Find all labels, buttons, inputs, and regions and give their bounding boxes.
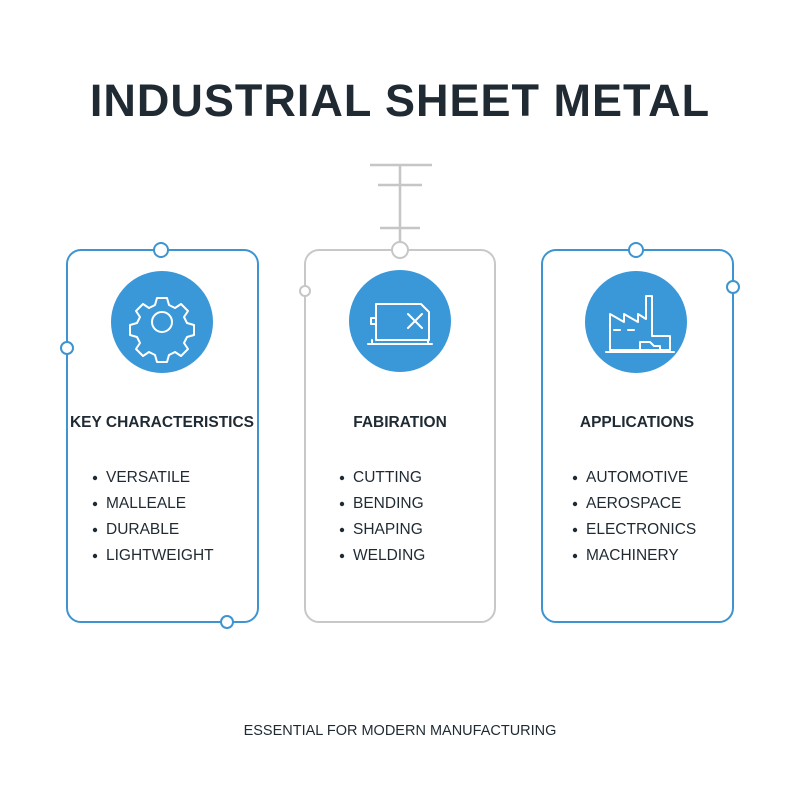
bullet <box>572 527 578 533</box>
bullet <box>339 475 345 481</box>
card-texts: KEY CHARACTERISTICS VERSATILE MALLEALE DURA… <box>70 414 696 564</box>
title: INDUSTRIAL SHEET METAL <box>90 75 710 126</box>
card-item: SHAPING <box>353 521 423 538</box>
card-item: VERSATILE <box>106 469 190 486</box>
card-item: BENDING <box>353 495 424 512</box>
bullet <box>572 553 578 559</box>
bullet <box>339 527 345 533</box>
icon-workbench <box>349 270 451 372</box>
bullet <box>92 501 98 507</box>
card-item: CUTTING <box>353 469 422 486</box>
card-heading: KEY CHARACTERISTICS <box>70 414 254 431</box>
bullet <box>339 501 345 507</box>
card-item: ELECTRONICS <box>586 521 696 538</box>
card-item: MALLEALE <box>106 495 186 512</box>
card-item: LIGHTWEIGHT <box>106 547 214 564</box>
bullet <box>92 527 98 533</box>
bullet <box>572 501 578 507</box>
card-item: MACHINERY <box>586 547 679 564</box>
icon-gear <box>111 271 213 373</box>
card-heading: FABIRATION <box>353 414 447 431</box>
card-heading: APPLICATIONS <box>580 414 694 431</box>
icon-factory <box>585 271 687 373</box>
footer: ESSENTIAL FOR MODERN MANUFACTURING <box>244 723 557 739</box>
card-item: DURABLE <box>106 521 179 538</box>
card-item: WELDING <box>353 547 425 564</box>
bullet <box>92 475 98 481</box>
card-item: AUTOMOTIVE <box>586 469 688 486</box>
connector <box>370 163 432 242</box>
bullet <box>572 475 578 481</box>
bullet <box>339 553 345 559</box>
bullet <box>92 553 98 559</box>
card-item: AEROSPACE <box>586 495 681 512</box>
nodes <box>60 241 740 629</box>
